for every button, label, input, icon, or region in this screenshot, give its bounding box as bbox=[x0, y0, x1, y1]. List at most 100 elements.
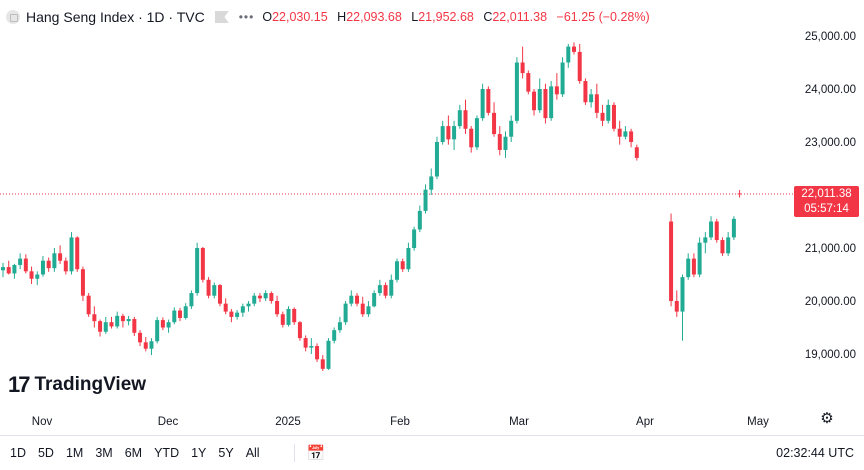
candle bbox=[195, 242, 200, 296]
candle-body bbox=[103, 322, 108, 332]
candle bbox=[457, 104, 462, 129]
candle-body bbox=[349, 295, 354, 304]
price-tick-label: 23,000.00 bbox=[805, 137, 856, 149]
candle-body bbox=[120, 315, 125, 322]
candle bbox=[269, 291, 274, 304]
candle-body bbox=[400, 261, 405, 270]
candle bbox=[520, 46, 525, 79]
high-value: 22,093.68 bbox=[346, 10, 402, 24]
candle-body bbox=[600, 112, 605, 121]
candle-body bbox=[229, 311, 234, 317]
candle-body bbox=[12, 264, 17, 274]
candle bbox=[434, 136, 439, 180]
candle bbox=[18, 253, 23, 270]
candle bbox=[240, 303, 245, 317]
candle bbox=[1, 262, 5, 278]
candle-body bbox=[275, 301, 280, 315]
tradingview-logo[interactable]: 17 TradingView bbox=[8, 372, 146, 398]
flag-icon[interactable] bbox=[214, 11, 229, 23]
more-options-icon[interactable]: ••• bbox=[238, 10, 255, 24]
candle-body bbox=[52, 253, 57, 269]
candle bbox=[611, 102, 616, 132]
price-tick-label: 20,000.00 bbox=[805, 296, 856, 308]
candle-body bbox=[532, 91, 537, 111]
range-button[interactable]: 1Y bbox=[191, 446, 207, 460]
candles-layer bbox=[1, 42, 742, 371]
candle-body bbox=[29, 271, 34, 279]
calendar-go-to-date-icon[interactable]: 📅 bbox=[293, 444, 325, 462]
candle-body bbox=[166, 322, 171, 328]
range-button[interactable]: 5Y bbox=[218, 446, 234, 460]
candle bbox=[623, 126, 628, 140]
candle-body bbox=[634, 147, 639, 158]
last-price-label: 22,011.38 bbox=[794, 186, 859, 202]
candle-body bbox=[691, 258, 696, 275]
gear-icon[interactable]: ⚙ bbox=[820, 410, 834, 427]
candle-body bbox=[560, 62, 565, 95]
candle-body bbox=[355, 295, 360, 304]
candle bbox=[417, 205, 422, 233]
candle-body bbox=[292, 308, 297, 323]
candle-body bbox=[18, 258, 23, 265]
candle-body bbox=[703, 237, 708, 243]
range-button[interactable]: 3M bbox=[95, 446, 113, 460]
candle-body bbox=[332, 330, 337, 341]
candle-body bbox=[343, 303, 348, 323]
candle bbox=[492, 102, 497, 137]
candle-body bbox=[326, 340, 331, 369]
price-chart[interactable]: 19,000.00 20,000.00 21,000.00 23,000.00 24,0… bbox=[0, 0, 864, 435]
candle-body bbox=[463, 110, 468, 129]
candle-body bbox=[680, 277, 685, 312]
candle bbox=[606, 99, 611, 124]
candle-body bbox=[726, 237, 731, 254]
price-tick-label: 25,000.00 bbox=[805, 31, 856, 43]
symbol-title[interactable]: Hang Seng Index · 1D · TVC bbox=[26, 9, 205, 25]
range-button[interactable]: YTD bbox=[154, 446, 180, 460]
time-tick-label: Nov bbox=[32, 416, 53, 428]
candle-body bbox=[1, 267, 5, 271]
candle-body bbox=[377, 285, 382, 294]
candle bbox=[143, 337, 148, 352]
candle-body bbox=[372, 293, 377, 307]
candle-body bbox=[252, 295, 257, 304]
range-button[interactable]: All bbox=[245, 446, 260, 460]
candle-body bbox=[58, 253, 63, 261]
candle bbox=[126, 315, 131, 326]
candle bbox=[669, 213, 674, 307]
candle bbox=[217, 284, 222, 307]
candle bbox=[35, 271, 40, 286]
candle-body bbox=[520, 62, 525, 74]
candle-body bbox=[240, 306, 245, 313]
candle-body bbox=[235, 312, 240, 317]
candle bbox=[132, 316, 137, 336]
candle bbox=[166, 319, 171, 333]
candle bbox=[537, 78, 542, 113]
candle bbox=[691, 253, 696, 278]
range-button[interactable]: 6M bbox=[124, 446, 143, 460]
price-axis[interactable]: 19,000.00 20,000.00 21,000.00 23,000.00 24,0… bbox=[805, 31, 856, 361]
candle-body bbox=[709, 221, 714, 238]
candle-body bbox=[549, 86, 554, 119]
candle-body bbox=[337, 322, 342, 331]
range-button[interactable]: 1M bbox=[65, 446, 84, 460]
time-axis[interactable]: Nov Dec 2025 Feb Mar Apr May bbox=[32, 416, 769, 428]
candle bbox=[29, 266, 34, 285]
range-button[interactable]: 1D bbox=[10, 446, 26, 460]
candle bbox=[138, 330, 143, 347]
candle bbox=[589, 89, 594, 108]
candle-body bbox=[206, 279, 211, 296]
candle bbox=[120, 313, 125, 328]
range-button[interactable]: 5D bbox=[37, 446, 54, 460]
candle-body bbox=[155, 320, 160, 342]
time-tick-label: Apr bbox=[636, 416, 654, 428]
candle-body bbox=[577, 51, 582, 82]
symbol-logo-icon bbox=[6, 10, 20, 24]
candle bbox=[400, 258, 405, 272]
chart-legend: Hang Seng Index · 1D · TVC ••• O22,030.1… bbox=[6, 7, 656, 27]
candle bbox=[446, 115, 451, 145]
candle-body bbox=[126, 319, 131, 322]
utc-clock[interactable]: 02:32:44 UTC bbox=[776, 446, 854, 460]
candle bbox=[326, 338, 331, 370]
candle bbox=[697, 237, 702, 278]
candle bbox=[423, 184, 428, 214]
